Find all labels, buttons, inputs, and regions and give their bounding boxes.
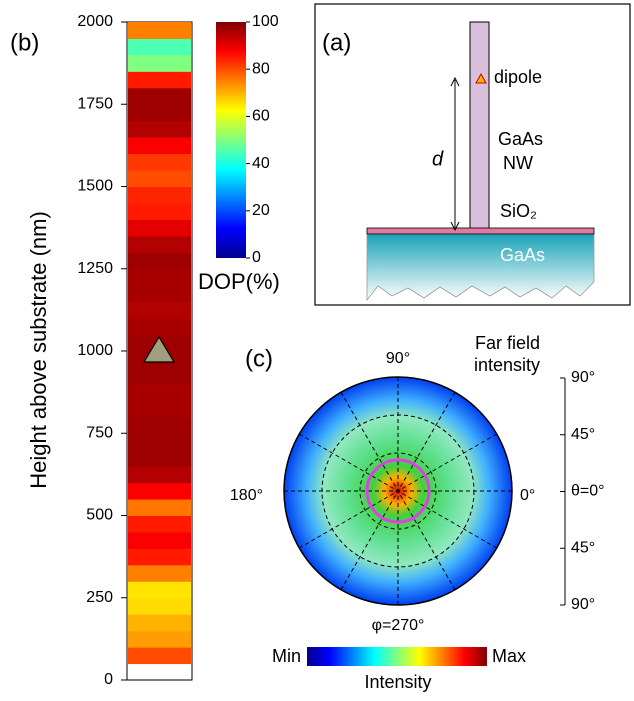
strip-cell (128, 565, 191, 582)
strip-cell (128, 285, 191, 302)
colorbar-tick-label: 40 (252, 155, 270, 172)
y-tick-label: 750 (86, 424, 113, 441)
oxide-layer (367, 228, 594, 234)
colorbar-tick-label: 20 (252, 202, 270, 219)
polar-title: Far field (475, 333, 540, 353)
colorbar-label: DOP(%) (198, 269, 280, 294)
colorbar-label: Intensity (364, 672, 431, 692)
theta-label: 45° (571, 426, 595, 443)
colorbar (216, 22, 246, 258)
strip-cell (128, 466, 191, 483)
strip-cell (128, 548, 191, 565)
y-tick-label: 1250 (77, 260, 113, 277)
wire-label: NW (503, 153, 533, 173)
strip-cell (128, 203, 191, 220)
strip-cell (128, 598, 191, 615)
strip-cell (128, 88, 191, 105)
strip-cell (128, 121, 191, 138)
strip-cell (128, 318, 191, 335)
strip-cell (128, 302, 191, 319)
strip-cell (128, 236, 191, 253)
oxide-label: SiO₂ (500, 201, 537, 221)
strip-cell (128, 581, 191, 598)
theta-label: 90° (571, 369, 595, 386)
strip-cell (128, 483, 191, 500)
strip-cell (128, 252, 191, 269)
strip-cell (128, 154, 191, 171)
panel-label: (a) (322, 29, 351, 56)
colorbar-tick-label: 80 (252, 60, 270, 77)
colorbar-min: Min (272, 646, 301, 666)
strip-cell (128, 187, 191, 204)
theta-label: 45° (571, 539, 595, 556)
theta-label: 90° (571, 596, 595, 613)
y-tick-label: 250 (86, 589, 113, 606)
angle-label: 90° (386, 350, 410, 367)
dipole-label: dipole (494, 67, 542, 87)
strip-cell (128, 104, 191, 121)
angle-label: 0° (520, 487, 535, 504)
strip-cell (128, 38, 191, 55)
strip-cell (128, 631, 191, 648)
strip-cell (128, 384, 191, 401)
strip-cell (128, 170, 191, 187)
strip-cell (128, 647, 191, 664)
strip-cell (128, 614, 191, 631)
colorbar-tick-label: 100 (252, 13, 279, 30)
y-axis-label: Height above substrate (nm) (26, 211, 51, 489)
strip-cell (128, 499, 191, 516)
strip-cell (128, 71, 191, 88)
substrate-label: GaAs (500, 245, 545, 265)
strip-cell (128, 532, 191, 549)
strip-cell (128, 367, 191, 384)
strip-cell (128, 516, 191, 533)
theta-label: θ=0° (571, 483, 605, 500)
strip-cell (128, 219, 191, 236)
panel-label: (c) (245, 345, 273, 372)
y-tick-label: 1750 (77, 95, 113, 112)
substrate (367, 234, 594, 300)
nanowire (470, 22, 489, 230)
y-tick-label: 2000 (77, 13, 113, 30)
colorbar-tick-label: 60 (252, 108, 270, 125)
y-tick-label: 1500 (77, 178, 113, 195)
polar-title: intensity (474, 355, 540, 375)
strip-cell (128, 55, 191, 72)
strip-cell (128, 400, 191, 417)
figure: (a) dipole d GaAs NW SiO₂ GaAs (b) Heigh… (0, 0, 634, 696)
strip-cell (128, 269, 191, 286)
panel-label: (b) (10, 29, 39, 56)
angle-label: φ=270° (372, 617, 425, 634)
y-tick-label: 0 (104, 671, 113, 688)
angle-label: 180° (230, 487, 263, 504)
strip-cell (128, 417, 191, 434)
colorbar-max: Max (492, 646, 526, 666)
strip-cell (128, 137, 191, 154)
intensity-colorbar (307, 647, 487, 666)
colorbar-tick-label: 0 (252, 249, 261, 266)
strip-cell (128, 22, 191, 39)
distance-label: d (432, 148, 444, 170)
y-tick-label: 1000 (77, 342, 113, 359)
wire-label: GaAs (498, 129, 543, 149)
strip-cell (128, 433, 191, 450)
strip-cell (128, 450, 191, 467)
y-tick-label: 500 (86, 507, 113, 524)
